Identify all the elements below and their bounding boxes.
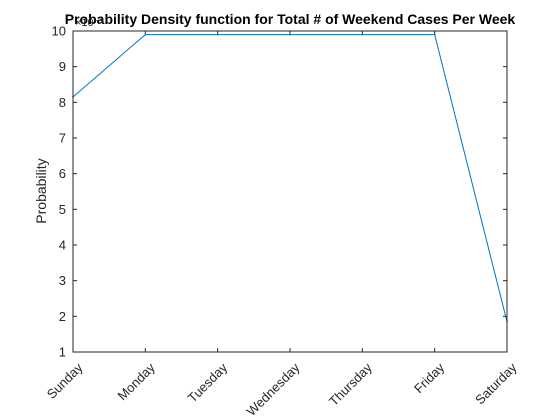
y-tick-label: 1 (59, 345, 66, 360)
data-point (144, 33, 147, 36)
data-point (289, 33, 291, 36)
y-axis-exponent: ×10⁻³ (75, 17, 103, 29)
y-axis-label: Probability (33, 158, 49, 223)
x-tick-label: Thursday (326, 360, 375, 409)
y-tick-label: 6 (59, 166, 66, 181)
x-tick-label: Wednesday (244, 360, 303, 419)
x-tick-label: Tuesday (185, 360, 231, 406)
data-point (361, 33, 364, 36)
x-tick-label: Sunday (44, 360, 86, 402)
y-tick-label: 2 (59, 309, 66, 324)
plot-area-box (72, 30, 508, 353)
data-point (433, 33, 436, 36)
x-tick-label: Monday (115, 360, 159, 404)
y-tick-label: 5 (59, 202, 66, 217)
x-tick-label: Friday (411, 360, 447, 396)
y-tick-label: 3 (59, 273, 66, 288)
data-point (216, 33, 219, 36)
chart-title: Probability Density function for Total #… (65, 11, 516, 27)
y-tick-label: 4 (59, 238, 66, 253)
y-tick-label: 9 (59, 59, 66, 74)
x-tick-label: Saturday (472, 360, 520, 408)
y-tick-label: 8 (59, 95, 66, 110)
y-tick-label: 10 (52, 24, 66, 39)
plot-area-background (73, 31, 507, 352)
y-tick-label: 7 (59, 131, 66, 146)
